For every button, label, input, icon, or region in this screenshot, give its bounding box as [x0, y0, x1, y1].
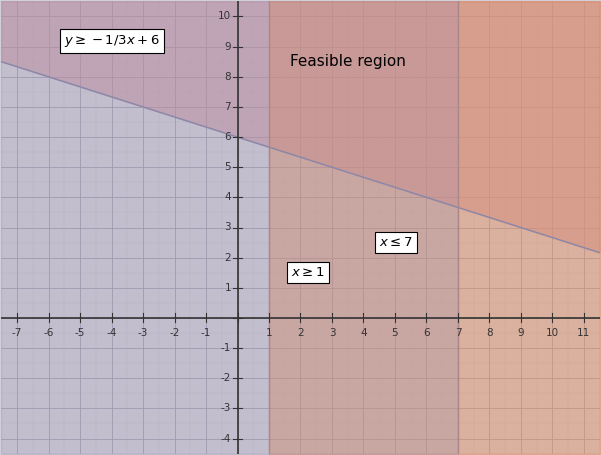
Text: 6: 6 [225, 132, 231, 142]
Text: -7: -7 [12, 329, 22, 339]
Text: 1: 1 [225, 283, 231, 293]
Text: -2: -2 [221, 373, 231, 383]
Text: 6: 6 [423, 329, 430, 339]
Text: 2: 2 [225, 253, 231, 263]
Text: 8: 8 [486, 329, 493, 339]
Text: 2: 2 [297, 329, 304, 339]
Text: 1: 1 [266, 329, 272, 339]
Text: -4: -4 [221, 434, 231, 444]
Text: 10: 10 [218, 11, 231, 21]
Text: 3: 3 [329, 329, 335, 339]
Text: 4: 4 [360, 329, 367, 339]
Text: $x \geq 1$: $x \geq 1$ [291, 266, 325, 279]
Text: $x \leq 7$: $x \leq 7$ [379, 236, 413, 249]
Text: -1: -1 [221, 343, 231, 353]
Text: 11: 11 [577, 329, 591, 339]
Text: 7: 7 [454, 329, 461, 339]
Text: 10: 10 [546, 329, 559, 339]
Text: 8: 8 [225, 72, 231, 82]
Text: -1: -1 [201, 329, 211, 339]
Text: -4: -4 [106, 329, 117, 339]
Text: 3: 3 [225, 222, 231, 233]
Text: 9: 9 [225, 41, 231, 51]
Text: $y \geq -1/3x + 6$: $y \geq -1/3x + 6$ [64, 33, 160, 49]
Text: 9: 9 [517, 329, 524, 339]
Text: -6: -6 [43, 329, 54, 339]
Text: 5: 5 [225, 162, 231, 172]
Text: Feasible region: Feasible region [290, 54, 406, 69]
Text: -3: -3 [138, 329, 148, 339]
Text: 5: 5 [392, 329, 398, 339]
Text: 7: 7 [225, 102, 231, 112]
Text: -2: -2 [169, 329, 180, 339]
Text: 4: 4 [225, 192, 231, 202]
Text: -5: -5 [75, 329, 85, 339]
Text: -3: -3 [221, 404, 231, 414]
